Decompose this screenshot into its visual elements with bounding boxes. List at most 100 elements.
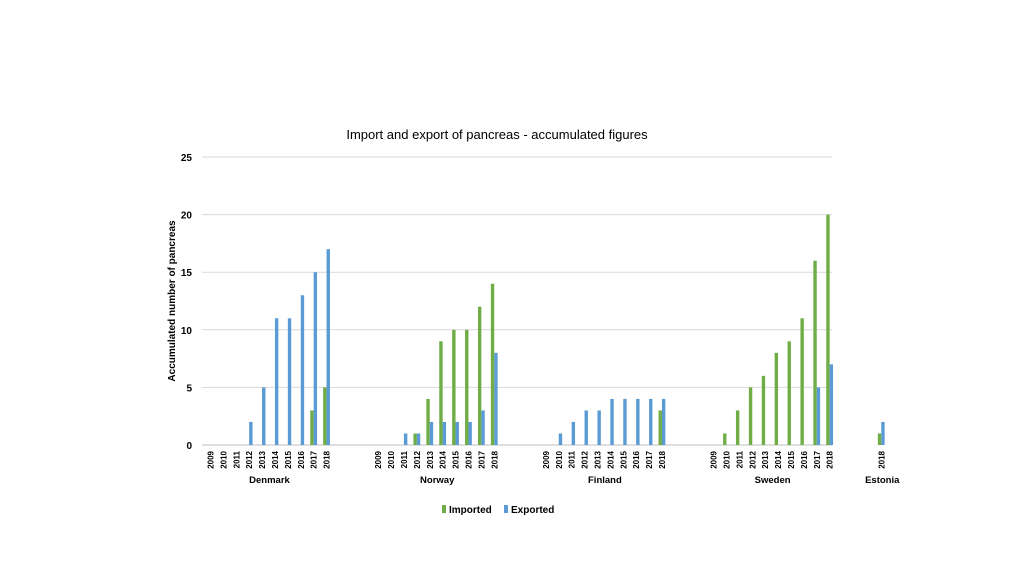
- bar-exported-denmark-2018: [326, 249, 330, 445]
- bar-exported-sweden-2017: [816, 387, 821, 445]
- group-label-norway: Norway: [420, 475, 455, 486]
- bar-exported-finland-2017: [649, 398, 653, 445]
- x-tick-label: 2011: [400, 450, 409, 468]
- group-label-finland: Finland: [588, 475, 622, 486]
- y-tick-label: 20: [181, 211, 193, 222]
- bar-exported-denmark-2016: [300, 295, 305, 445]
- group-label-estonia: Estonia: [865, 475, 900, 486]
- legend-swatch-exported: [504, 505, 508, 513]
- legend: Imported Exported: [442, 505, 554, 516]
- x-tick-label: 2011: [568, 450, 577, 468]
- x-tick-label: 2013: [426, 450, 435, 468]
- x-tick-label: 2014: [271, 450, 280, 468]
- bar-imported-denmark-2017: [310, 410, 314, 445]
- x-tick-label: 2012: [581, 450, 590, 468]
- y-axis-ticks: 0 5 10 15 20 25: [181, 153, 193, 452]
- x-tick-label: 2009: [710, 450, 719, 468]
- y-tick-label: 25: [181, 153, 193, 164]
- x-tick-label: 2010: [219, 450, 228, 468]
- y-axis-label: Accumulated number of pancreas: [167, 220, 178, 382]
- y-tick-label: 15: [181, 268, 193, 279]
- x-axis-labels: 2009 2010 2011 2012 2013 2014 2015 2016 2017 2018…: [206, 450, 900, 486]
- x-tick-label: 2017: [477, 450, 486, 468]
- group-label-sweden: Sweden: [755, 475, 791, 486]
- x-tick-label: 2016: [464, 450, 473, 468]
- y-tick-label: 5: [186, 383, 192, 394]
- x-tick-label: 2013: [761, 450, 770, 468]
- bar-exported-finland-2014: [610, 398, 614, 445]
- bar-imported-sweden-2011: [735, 410, 740, 445]
- bar-exported-denmark-2013: [262, 387, 266, 445]
- x-tick-label: 2015: [284, 450, 293, 468]
- x-tick-label: 2014: [774, 450, 783, 468]
- bar-exported-finland-2011: [571, 421, 576, 445]
- bar-exported-norway-2014: [442, 421, 447, 445]
- bar-exported-finland-2016: [636, 398, 640, 445]
- chart-title: Import and export of pancreas - accumula…: [346, 127, 648, 142]
- bar-imported-norway-2017: [477, 306, 482, 445]
- bar-exported-sweden-2018: [829, 364, 834, 445]
- legend-label-imported: Imported: [449, 505, 492, 516]
- x-tick-label: 2010: [722, 450, 731, 468]
- bar-imported-sweden-2010: [723, 433, 727, 445]
- x-tick-label: 2015: [787, 450, 796, 468]
- bar-imported-sweden-2012: [748, 387, 753, 445]
- x-tick-label: 2014: [439, 450, 448, 468]
- x-tick-label: 2009: [542, 450, 551, 468]
- legend-swatch-imported: [442, 505, 446, 513]
- bar-exported-finland-2012: [584, 410, 588, 445]
- x-tick-label: 2016: [297, 450, 306, 468]
- y-tick-label: 10: [181, 326, 193, 337]
- x-tick-label: 2009: [206, 450, 215, 468]
- x-tick-label: 2015: [452, 450, 461, 468]
- bar-imported-sweden-2016: [800, 318, 804, 445]
- bar-imported-norway-2012: [413, 433, 417, 445]
- bars: [249, 214, 885, 445]
- bar-imported-estonia-2018: [877, 433, 882, 445]
- x-tick-label: 2009: [374, 450, 383, 468]
- x-tick-label: 2018: [658, 450, 667, 468]
- bar-imported-finland-2018: [658, 410, 662, 445]
- x-tick-label: 2018: [826, 450, 835, 468]
- x-tick-label: 2014: [606, 450, 615, 468]
- x-tick-label: 2011: [735, 450, 744, 468]
- legend-label-exported: Exported: [511, 505, 554, 516]
- bar-exported-norway-2018: [494, 352, 498, 445]
- bar-exported-finland-2013: [597, 410, 601, 445]
- bar-imported-sweden-2015: [787, 341, 791, 445]
- bar-imported-norway-2013: [426, 398, 430, 445]
- x-tick-label: 2011: [232, 450, 241, 468]
- bar-imported-denmark-2018: [323, 387, 327, 445]
- x-tick-label: 2010: [387, 450, 396, 468]
- x-tick-label: 2012: [245, 450, 254, 468]
- bar-exported-finland-2015: [623, 398, 627, 445]
- x-tick-label: 2018: [323, 450, 332, 468]
- x-tick-label: 2017: [813, 450, 822, 468]
- y-tick-label: 0: [186, 441, 192, 452]
- bar-imported-norway-2018: [490, 283, 495, 445]
- bar-exported-norway-2017: [481, 410, 485, 445]
- x-tick-label: 2012: [413, 450, 422, 468]
- x-tick-label: 2012: [748, 450, 757, 468]
- bar-exported-denmark-2017: [313, 272, 318, 445]
- x-tick-label: 2010: [555, 450, 564, 468]
- bar-imported-sweden-2018: [826, 214, 830, 445]
- bar-imported-norway-2016: [465, 329, 469, 445]
- bar-exported-finland-2010: [558, 433, 563, 445]
- bar-exported-norway-2012: [416, 433, 421, 445]
- x-tick-label: 2016: [632, 450, 641, 468]
- bar-exported-denmark-2014: [274, 318, 279, 445]
- x-tick-label: 2018: [490, 450, 499, 468]
- bar-exported-norway-2011: [403, 433, 408, 445]
- bar-imported-sweden-2014: [774, 352, 779, 445]
- bar-imported-sweden-2013: [761, 375, 766, 445]
- gridlines: [202, 156, 832, 446]
- x-tick-label: 2013: [593, 450, 602, 468]
- bar-imported-norway-2014: [439, 341, 443, 445]
- bar-exported-denmark-2012: [249, 421, 253, 445]
- bar-imported-sweden-2017: [813, 260, 817, 445]
- x-tick-label: 2017: [645, 450, 654, 468]
- x-tick-label: 2018: [877, 450, 886, 468]
- group-label-denmark: Denmark: [249, 475, 290, 486]
